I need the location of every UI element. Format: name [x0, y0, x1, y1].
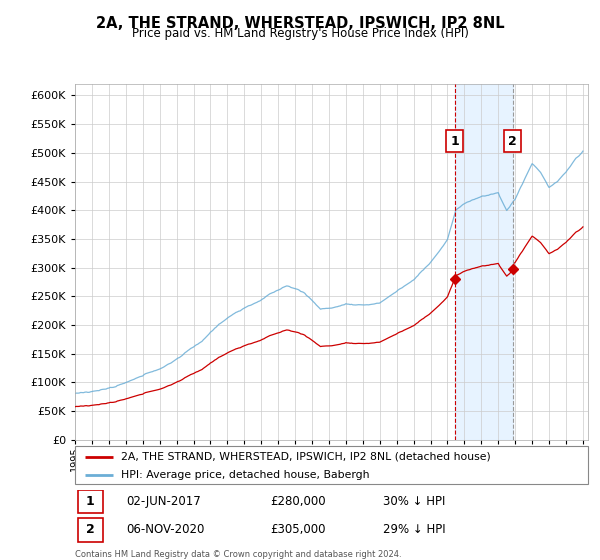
Text: £280,000: £280,000 — [270, 495, 326, 508]
Text: HPI: Average price, detached house, Babergh: HPI: Average price, detached house, Babe… — [121, 470, 370, 480]
Text: 1: 1 — [450, 135, 459, 148]
Text: 29% ↓ HPI: 29% ↓ HPI — [383, 524, 445, 536]
Text: £305,000: £305,000 — [270, 524, 325, 536]
Bar — [455, 84, 512, 440]
FancyBboxPatch shape — [77, 518, 103, 542]
FancyBboxPatch shape — [77, 490, 103, 514]
Text: 2: 2 — [508, 135, 517, 148]
Text: 30% ↓ HPI: 30% ↓ HPI — [383, 495, 445, 508]
Text: 2: 2 — [86, 524, 95, 536]
FancyBboxPatch shape — [75, 446, 588, 484]
Text: Price paid vs. HM Land Registry's House Price Index (HPI): Price paid vs. HM Land Registry's House … — [131, 27, 469, 40]
Text: 06-NOV-2020: 06-NOV-2020 — [127, 524, 205, 536]
Text: Contains HM Land Registry data © Crown copyright and database right 2024.
This d: Contains HM Land Registry data © Crown c… — [75, 550, 401, 560]
Text: 1: 1 — [86, 495, 95, 508]
Text: 02-JUN-2017: 02-JUN-2017 — [127, 495, 201, 508]
Text: 2A, THE STRAND, WHERSTEAD, IPSWICH, IP2 8NL: 2A, THE STRAND, WHERSTEAD, IPSWICH, IP2 … — [95, 16, 505, 31]
Text: 2A, THE STRAND, WHERSTEAD, IPSWICH, IP2 8NL (detached house): 2A, THE STRAND, WHERSTEAD, IPSWICH, IP2 … — [121, 452, 491, 462]
